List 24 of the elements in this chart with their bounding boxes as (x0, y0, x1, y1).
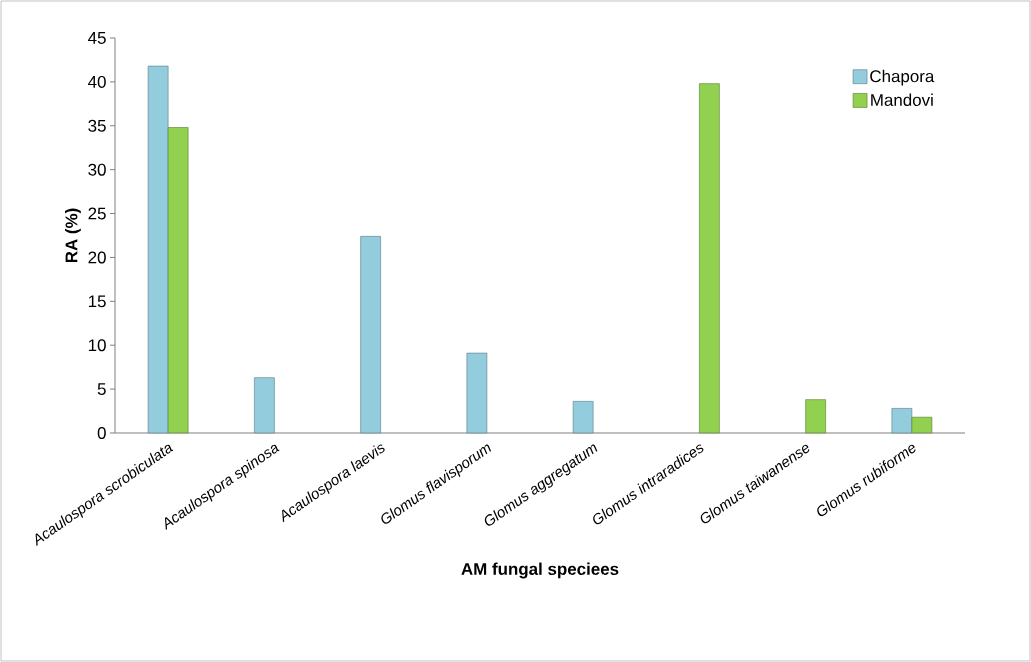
bar (572, 401, 594, 434)
x-axis-title: AM fungal speciees (461, 562, 619, 579)
y-tick-label: 0 (97, 426, 106, 439)
y-tick-label: 25 (88, 207, 106, 220)
y-tick-label: 5 (97, 383, 106, 396)
legend-label: Mandovi (871, 93, 933, 107)
bar (360, 236, 381, 434)
bar (805, 399, 826, 434)
bar (911, 416, 933, 434)
y-tick-label: 15 (88, 295, 106, 308)
y-tick-label: 10 (88, 339, 106, 352)
bar (466, 352, 488, 434)
bar (699, 83, 720, 434)
bar (147, 65, 169, 434)
y-axis-title: RA (%) (65, 208, 81, 263)
y-tick-label: 20 (88, 251, 106, 264)
y-tick-label: 45 (88, 32, 106, 44)
bar (891, 408, 913, 434)
y-tick-label: 30 (88, 163, 106, 176)
y-tick-label: 40 (88, 75, 106, 88)
bar (167, 127, 189, 434)
y-tick-label: 35 (88, 119, 106, 132)
bar (254, 377, 275, 434)
legend-label: Chapora (870, 69, 935, 86)
